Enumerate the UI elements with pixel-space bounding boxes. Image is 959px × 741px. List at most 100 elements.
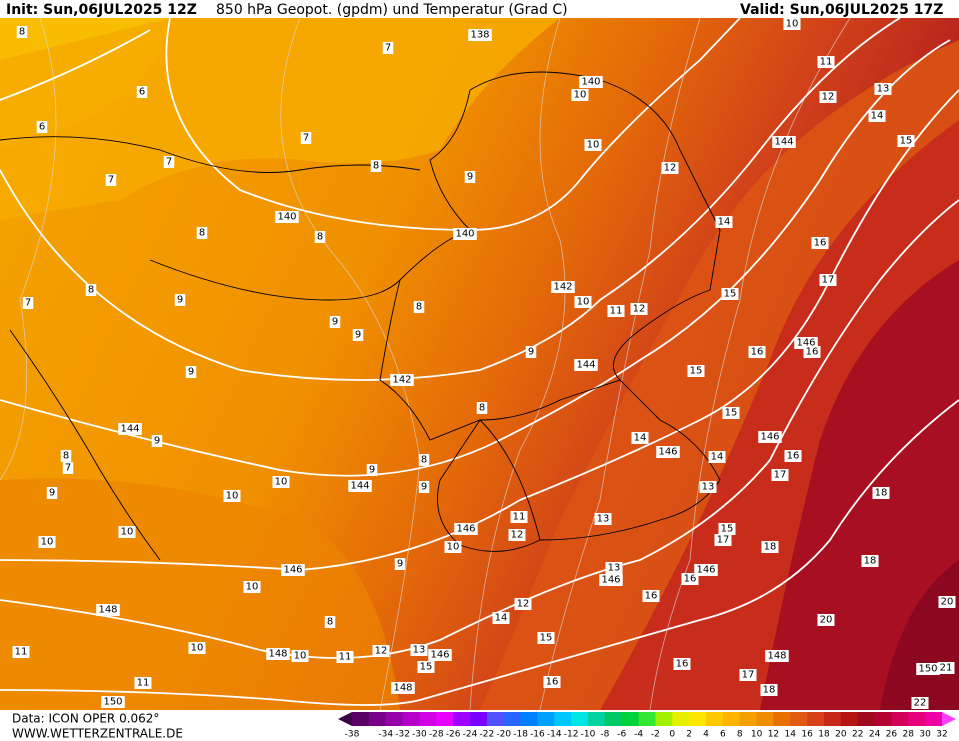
- contour-label: 9: [49, 488, 55, 499]
- contour-label: 10: [41, 537, 54, 548]
- contour-label: 18: [763, 685, 776, 696]
- label-box: [594, 513, 612, 525]
- scale-swatch: [908, 712, 926, 726]
- contour-label: 20: [820, 615, 833, 626]
- label-box: [631, 432, 649, 444]
- scale-swatch: [638, 712, 656, 726]
- label-box: [916, 663, 940, 675]
- scale-swatch: [790, 712, 808, 726]
- scale-swatch: [352, 712, 370, 726]
- label-box: [101, 696, 125, 708]
- label-box: [136, 86, 148, 98]
- label-box: [897, 135, 915, 147]
- label-box: [453, 228, 477, 240]
- contour-label: 7: [166, 157, 172, 168]
- contour-label: 14: [634, 433, 647, 444]
- label-box: [656, 446, 680, 458]
- label-box: [118, 526, 136, 538]
- scale-tick-label: 32: [936, 730, 947, 740]
- contour-label: 13: [608, 563, 621, 574]
- contour-label: 9: [188, 367, 194, 378]
- contour-label: 17: [822, 275, 835, 286]
- label-box: [514, 598, 532, 610]
- label-box: [765, 650, 789, 662]
- scale-swatch: [604, 712, 623, 726]
- contour-label: 7: [25, 298, 31, 309]
- label-box: [428, 649, 452, 661]
- label-box: [551, 281, 575, 293]
- label-box: [642, 590, 660, 602]
- scale-tick-label: -28: [429, 730, 444, 740]
- contour-label: 10: [447, 542, 460, 553]
- contour-label: 146: [696, 565, 715, 576]
- label-box: [673, 658, 691, 670]
- contour-label: 9: [332, 317, 338, 328]
- label-box: [510, 511, 528, 523]
- scale-tick-label: 8: [737, 730, 743, 740]
- color-scale: -38 -34 -32 -30 -28 -26 -24 -22 -20 -18 -16 -14 -12-…: [338, 712, 956, 740]
- website: WWW.WETTERZENTRALE.DE: [12, 727, 183, 741]
- contour-label: 8: [317, 232, 323, 243]
- contour-label: 12: [664, 163, 677, 174]
- contour-label: 15: [721, 524, 734, 535]
- label-box: [694, 564, 718, 576]
- contour-label: 11: [820, 57, 833, 68]
- contour-label: 10: [191, 643, 204, 654]
- contour-label: 11: [513, 512, 526, 523]
- scale-tick-label: -38: [345, 730, 360, 740]
- label-box: [60, 450, 72, 462]
- contour-label: 14: [495, 613, 508, 624]
- label-box: [188, 642, 206, 654]
- label-box: [16, 26, 28, 38]
- label-box: [584, 139, 602, 151]
- label-box: [715, 216, 733, 228]
- label-box: [574, 359, 598, 371]
- label-box: [784, 450, 802, 462]
- contour-label: 7: [385, 43, 391, 54]
- contour-label: 6: [139, 87, 145, 98]
- contour-label: 8: [479, 403, 485, 414]
- contour-label: 8: [327, 617, 333, 628]
- label-box: [911, 697, 929, 709]
- label-box: [22, 297, 34, 309]
- contour-label: 10: [574, 90, 587, 101]
- label-box: [418, 481, 430, 493]
- contour-label: 144: [576, 360, 595, 371]
- contour-label: 9: [154, 436, 160, 447]
- scale-tick-label: -24: [463, 730, 478, 740]
- scale-tick-label: -20: [496, 730, 511, 740]
- contour-label: 10: [226, 491, 239, 502]
- contour-label: 138: [470, 30, 489, 41]
- label-box: [605, 562, 623, 574]
- label-box: [579, 76, 603, 88]
- scale-tick-label: 12: [768, 730, 779, 740]
- contour-label: 10: [275, 477, 288, 488]
- contour-label: 146: [283, 565, 302, 576]
- contour-label: 7: [108, 175, 114, 186]
- label-box: [390, 374, 414, 386]
- label-box: [370, 160, 382, 172]
- contour-label: 16: [814, 238, 827, 249]
- contour-label: 15: [690, 366, 703, 377]
- label-box: [12, 646, 30, 658]
- label-box: [410, 644, 428, 656]
- contour-label: 12: [822, 92, 835, 103]
- label-box: [348, 480, 372, 492]
- scale-tick-label: 28: [903, 730, 915, 740]
- label-box: [817, 56, 835, 68]
- scale-swatch: [874, 712, 892, 726]
- contour-label: 150: [103, 697, 122, 708]
- contour-label: 15: [540, 633, 553, 644]
- contour-label: 8: [88, 285, 94, 296]
- contour-label: 10: [587, 140, 600, 151]
- contour-label: 16: [684, 574, 697, 585]
- temperature-contours: [0, 18, 851, 710]
- contour-label: 17: [717, 535, 730, 546]
- contour-label: 7: [303, 133, 309, 144]
- scale-swatch: [840, 712, 859, 726]
- label-box: [105, 174, 117, 186]
- scale-tick-label: 4: [703, 730, 709, 740]
- contour-label: 14: [711, 452, 724, 463]
- map-title: 850 hPa Geopot. (gpdm) und Temperatur (G…: [216, 2, 568, 18]
